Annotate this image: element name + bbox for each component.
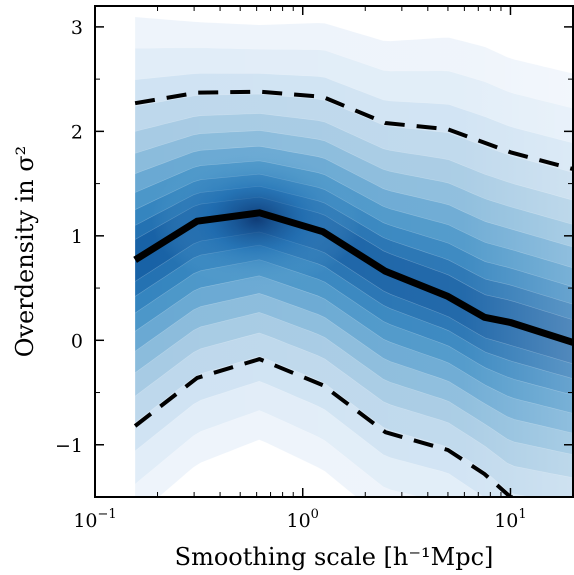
x-tick-label: 10−1 xyxy=(73,507,116,532)
median-line xyxy=(133,209,573,346)
y-tick-label: 2 xyxy=(71,121,83,143)
plot-area xyxy=(133,6,573,497)
x-tick-label: 100 xyxy=(286,507,318,532)
y-tick-label: 1 xyxy=(71,226,83,248)
x-axis-label: Smoothing scale [h⁻¹Mpc] xyxy=(175,543,494,571)
y-axis-ticks: −1 0 1 2 3 xyxy=(55,17,573,498)
plot-frame xyxy=(94,5,574,498)
y-axis-label: Overdensity in σ² xyxy=(11,146,39,358)
y-tick-label: 0 xyxy=(71,330,83,352)
x-axis-ticks: 10−1 100 101 xyxy=(73,6,574,532)
y-tick-label: 3 xyxy=(71,17,83,39)
x-tick-label: 101 xyxy=(494,507,526,532)
series-lines xyxy=(133,89,573,497)
lower-envelope-line xyxy=(133,357,523,497)
upper-envelope-line xyxy=(134,89,573,171)
y-tick-label: −1 xyxy=(55,435,83,457)
